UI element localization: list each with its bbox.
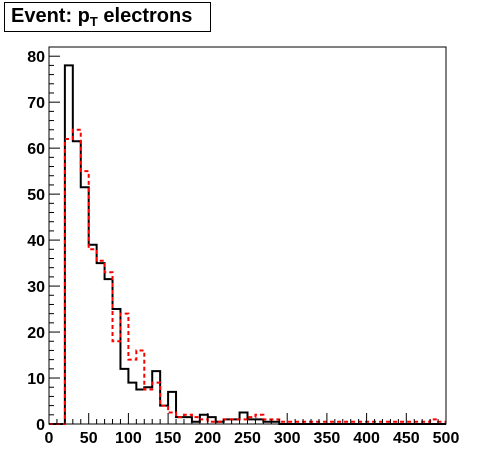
y-tick-label: 80 [27, 49, 45, 66]
chart-title: Event: pT electrons [4, 2, 211, 32]
y-tick-label: 50 [27, 187, 45, 204]
title-main: Event: p [11, 5, 90, 27]
x-tick-label: 450 [393, 430, 420, 447]
y-tick-label: 40 [27, 233, 45, 250]
histogram-series-1 [49, 128, 446, 425]
y-tick-label: 20 [27, 325, 45, 342]
x-tick-label: 400 [353, 430, 380, 447]
x-tick-label: 150 [155, 430, 182, 447]
x-tick-label: 300 [274, 430, 301, 447]
y-tick-label: 10 [27, 371, 45, 388]
x-tick-label: 350 [314, 430, 341, 447]
x-tick-label: 0 [45, 430, 54, 447]
histogram-series-0 [49, 64, 446, 425]
title-tail: electrons [97, 5, 193, 27]
y-tick-label: 60 [27, 141, 45, 158]
x-tick-label: 100 [115, 430, 142, 447]
y-tick-label: 70 [27, 95, 45, 112]
title-subscript: T [89, 14, 98, 29]
x-tick-label: 250 [234, 430, 261, 447]
series-layer [49, 64, 446, 425]
x-tick-label: 200 [194, 430, 221, 447]
axes-layer: 0 50 100 150 200 250 300 350 400 450 500 0 10 20 30 40 5… [27, 46, 460, 447]
x-tick-label: 500 [433, 430, 460, 447]
y-tick-label: 0 [36, 417, 45, 434]
y-tick-label: 30 [27, 279, 45, 296]
x-tick-label: 50 [80, 430, 98, 447]
plot-frame [48, 46, 447, 425]
